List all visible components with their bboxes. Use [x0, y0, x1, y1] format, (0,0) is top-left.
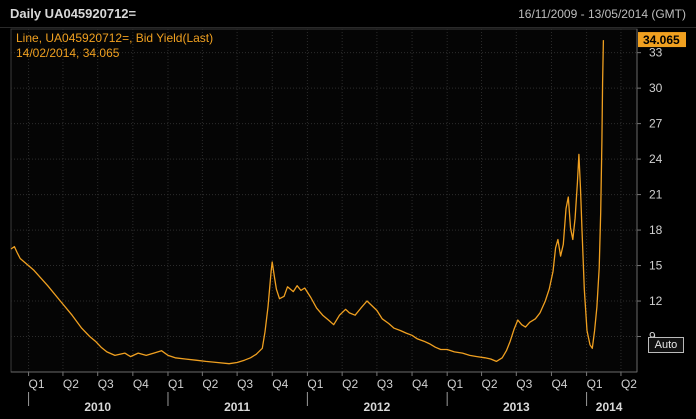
quarter-label: Q1 [168, 377, 184, 391]
y-tick-label: 27 [649, 117, 663, 131]
year-label: 2011 [224, 400, 250, 414]
legend-last-point: 14/02/2014, 34.065 [16, 46, 120, 60]
plot-frame [10, 28, 638, 373]
y-tick-label: 18 [649, 223, 663, 237]
quarter-label: Q1 [29, 377, 45, 391]
chart-header: Daily UA045920712= 16/11/2009 - 13/05/20… [0, 0, 696, 28]
quarter-label: Q3 [377, 377, 393, 391]
quarter-label: Q4 [272, 377, 288, 391]
y-tick-label: 33 [649, 46, 663, 60]
series-line [10, 40, 605, 365]
legend-series: Line, UA045920712=, Bid Yield(Last) [16, 31, 213, 45]
y-tick-label: 30 [649, 81, 663, 95]
chart-title: Daily UA045920712= [10, 6, 137, 21]
quarter-label: Q1 [307, 377, 323, 391]
last-value-box [638, 32, 686, 48]
year-label: 2013 [503, 400, 530, 414]
quarter-label: Q3 [516, 377, 532, 391]
y-tick-label: 21 [649, 188, 663, 202]
quarter-label: Q1 [447, 377, 463, 391]
y-tick-label: 9 [649, 330, 656, 344]
quarter-label: Q4 [412, 377, 428, 391]
year-label: 2012 [364, 400, 391, 414]
y-tick-label: 24 [649, 152, 663, 166]
quarter-label: Q2 [621, 377, 637, 391]
year-label: 2010 [84, 400, 111, 414]
quarter-label: Q2 [63, 377, 79, 391]
y-tick-label: 12 [649, 294, 663, 308]
quarter-label: Q3 [237, 377, 253, 391]
quarter-label: Q2 [342, 377, 358, 391]
quarter-label: Q3 [98, 377, 114, 391]
date-range: 16/11/2009 - 13/05/2014 (GMT) [518, 7, 686, 21]
year-label: 2014 [596, 400, 623, 414]
line-chart: 9 12 15 18 21 24 27 30 33 Q1 Q2 Q3 Q4 Q1 Q2 Q3 Q4 Q1 Q2 Q3 Q… [10, 28, 686, 414]
last-value-label: 34.065 [643, 33, 680, 47]
auto-scale-button[interactable]: Auto [648, 337, 684, 353]
quarter-label: Q1 [587, 377, 603, 391]
quarter-label: Q4 [133, 377, 149, 391]
quarter-label: Q4 [551, 377, 567, 391]
quarter-label: Q2 [482, 377, 498, 391]
y-tick-label: 15 [649, 259, 663, 273]
plot-area[interactable]: 9 12 15 18 21 24 27 30 33 Q1 Q2 Q3 Q4 Q1 Q2 Q3 Q4 Q1 Q2 Q3 Q… [0, 27, 696, 419]
quarter-label: Q2 [202, 377, 218, 391]
